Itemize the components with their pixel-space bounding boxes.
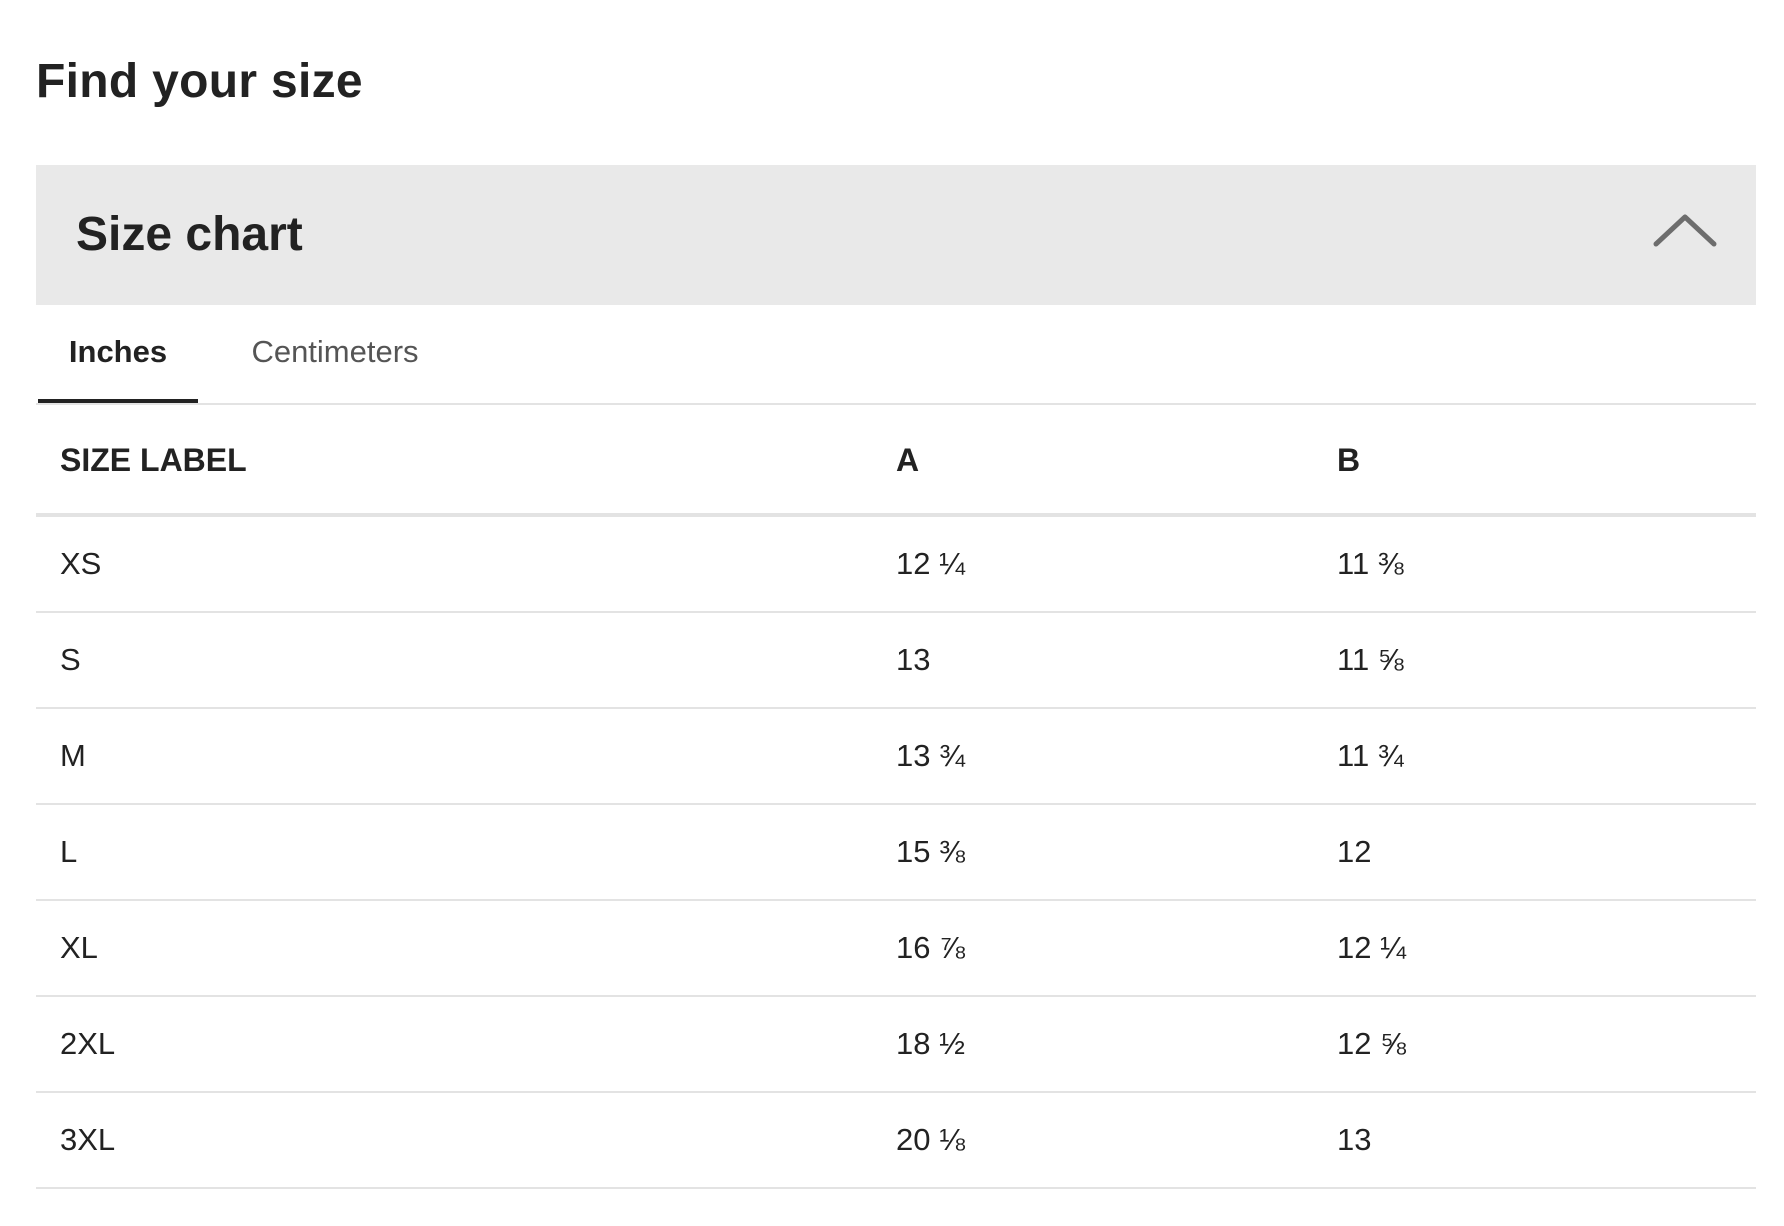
table-row: 3XL 20 ⅛ 13 bbox=[36, 1092, 1756, 1189]
measurement-b-cell: 11 ⅜ bbox=[1337, 515, 1756, 613]
size-chart-accordion-header[interactable]: Size chart bbox=[36, 165, 1756, 305]
column-header-a: A bbox=[896, 405, 1337, 517]
size-label-cell: L bbox=[36, 804, 896, 901]
measurement-b-cell: 11 ⅝ bbox=[1337, 612, 1756, 709]
measurement-b-cell: 12 ⅝ bbox=[1337, 996, 1756, 1093]
measurement-a-cell: 13 bbox=[896, 612, 1337, 709]
size-table: SIZE LABEL A B XS 12 ¼ 11 ⅜ S 13 11 ⅝ M … bbox=[36, 405, 1756, 1189]
tab-inches[interactable]: Inches bbox=[38, 305, 198, 403]
size-label-cell: 2XL bbox=[36, 996, 896, 1093]
measurement-b-cell: 12 ¼ bbox=[1337, 900, 1756, 997]
size-label-cell: 3XL bbox=[36, 1092, 896, 1189]
chevron-up-icon[interactable] bbox=[1652, 210, 1718, 260]
size-label-cell: XL bbox=[36, 900, 896, 997]
table-row: XS 12 ¼ 11 ⅜ bbox=[36, 515, 1756, 613]
table-row: L 15 ⅜ 12 bbox=[36, 804, 1756, 901]
measurement-b-cell: 13 bbox=[1337, 1092, 1756, 1189]
table-row: XL 16 ⅞ 12 ¼ bbox=[36, 900, 1756, 997]
size-label-cell: S bbox=[36, 612, 896, 709]
column-header-size-label: SIZE LABEL bbox=[36, 405, 896, 517]
measurement-a-cell: 16 ⅞ bbox=[896, 900, 1337, 997]
tab-centimeters[interactable]: Centimeters bbox=[251, 334, 419, 369]
table-header-row: SIZE LABEL A B bbox=[36, 405, 1756, 517]
table-row: M 13 ¾ 11 ¾ bbox=[36, 708, 1756, 805]
accordion-title: Size chart bbox=[76, 208, 303, 261]
unit-tabs: Inches Centimeters bbox=[36, 305, 1756, 405]
size-label-cell: XS bbox=[36, 515, 896, 613]
measurement-b-cell: 12 bbox=[1337, 804, 1756, 901]
size-label-cell: M bbox=[36, 708, 896, 805]
measurement-a-cell: 12 ¼ bbox=[896, 515, 1337, 613]
column-header-b: B bbox=[1337, 405, 1756, 517]
measurement-b-cell: 11 ¾ bbox=[1337, 708, 1756, 805]
measurement-a-cell: 15 ⅜ bbox=[896, 804, 1337, 901]
measurement-a-cell: 18 ½ bbox=[896, 996, 1337, 1093]
measurement-a-cell: 13 ¾ bbox=[896, 708, 1337, 805]
page-title: Find your size bbox=[36, 55, 363, 108]
table-row: 2XL 18 ½ 12 ⅝ bbox=[36, 996, 1756, 1093]
table-row: S 13 11 ⅝ bbox=[36, 612, 1756, 709]
measurement-a-cell: 20 ⅛ bbox=[896, 1092, 1337, 1189]
